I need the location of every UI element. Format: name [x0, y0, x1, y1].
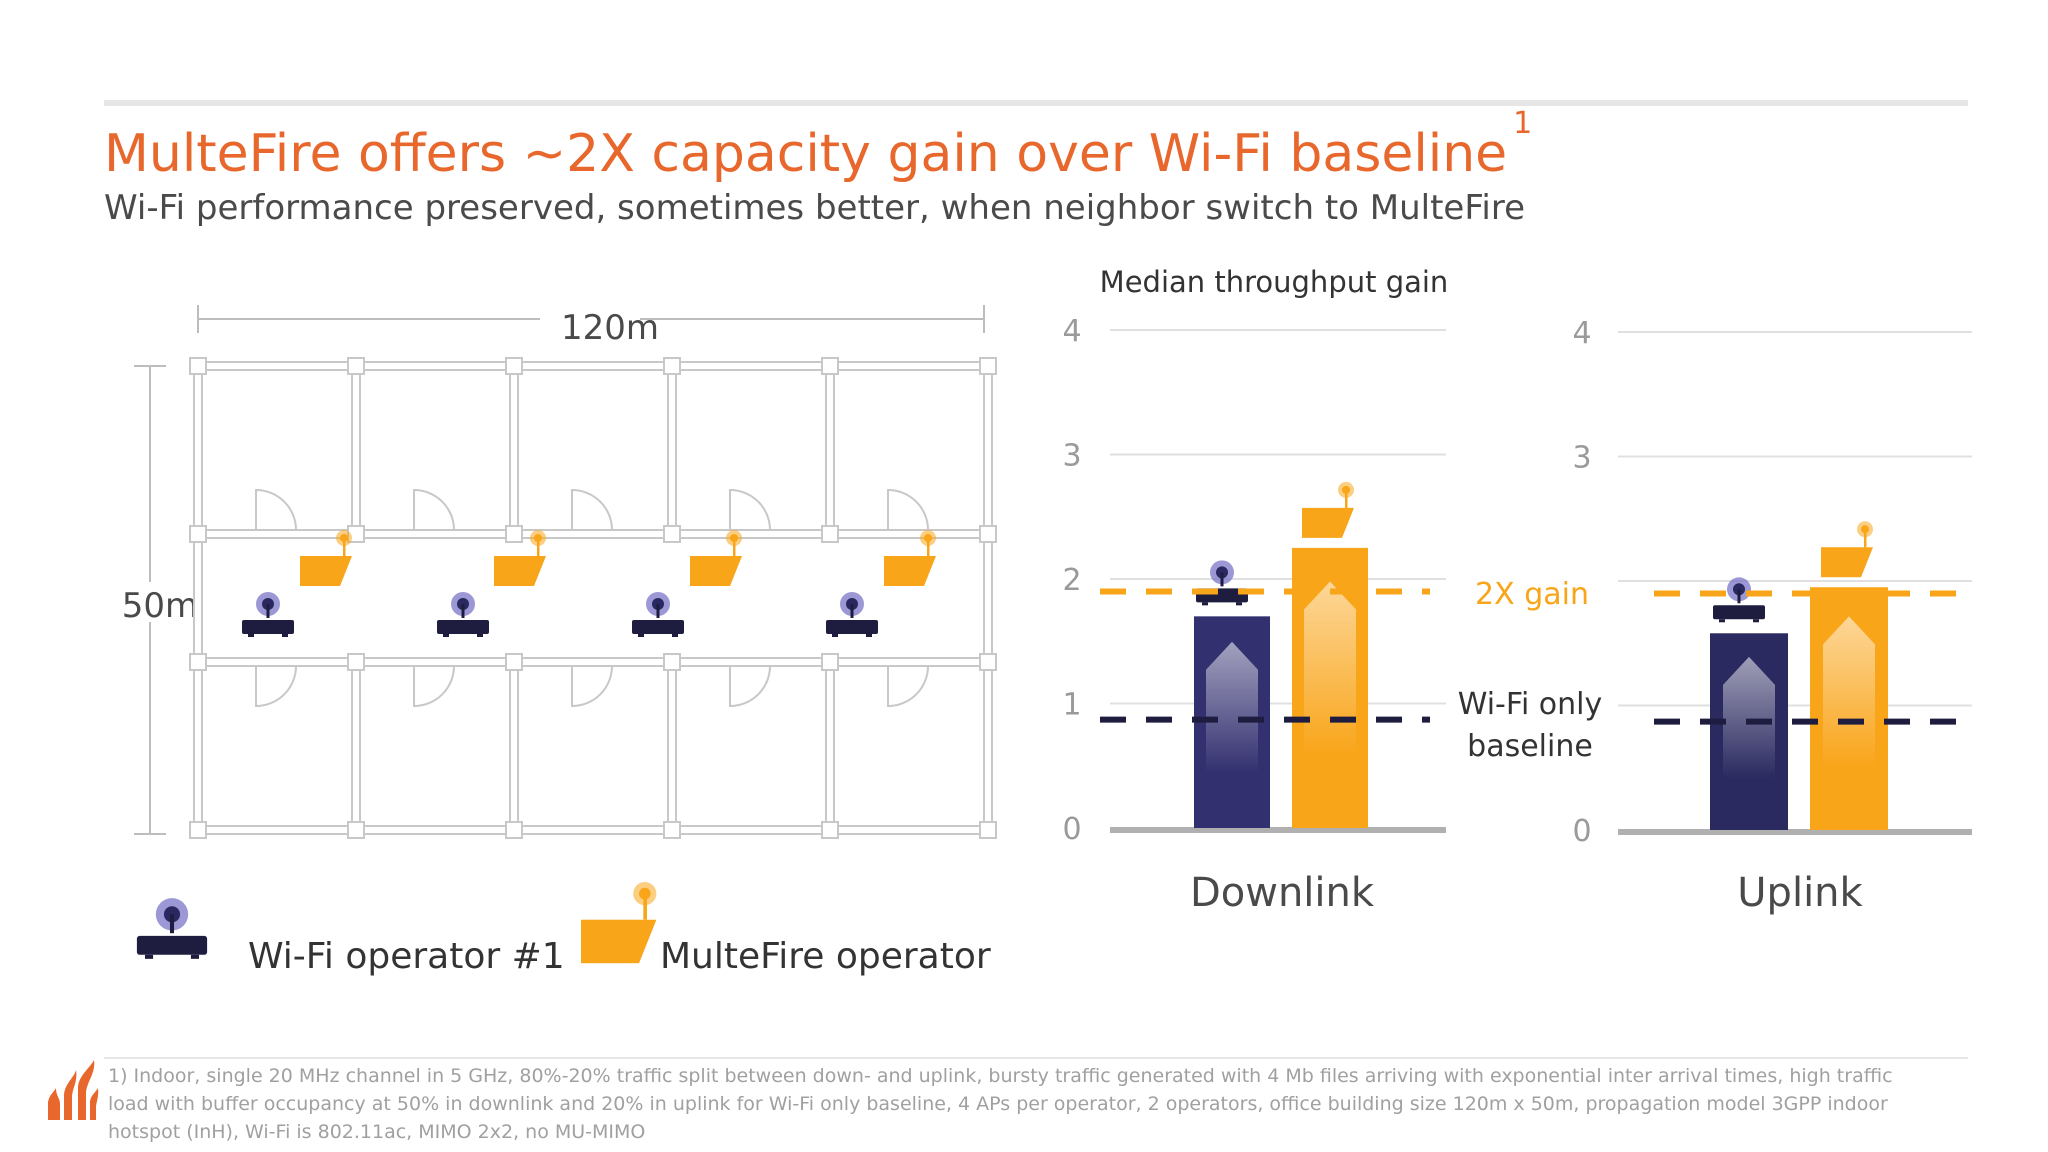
downlink-chart: 0 1 2 3 4 — [1062, 314, 1446, 847]
wifi-router-icon — [242, 592, 294, 637]
footnote: 1) Indoor, single 20 MHz channel in 5 GH… — [108, 1065, 1893, 1143]
multefire-router-icon — [1302, 481, 1354, 538]
wall-post — [821, 653, 839, 671]
wall-post — [821, 525, 839, 543]
wall-post — [821, 357, 839, 375]
door — [729, 665, 771, 708]
wall-post — [189, 653, 207, 671]
y-tick-label: 3 — [1572, 441, 1591, 476]
dimension-50m: 50m — [120, 365, 198, 835]
downlink-xlabel: Downlink — [1190, 870, 1375, 916]
door — [413, 665, 455, 708]
wifi-router-icon — [136, 898, 208, 959]
title-footnote-marker: 1 — [1513, 105, 1533, 141]
title-text: MulteFire offers ~2X capacity gain over … — [104, 124, 1508, 184]
wall-vertical — [509, 365, 519, 535]
wall-vertical — [825, 661, 835, 831]
bar-arrow — [1206, 641, 1258, 773]
wall-post — [347, 653, 365, 671]
y-tick-label: 0 — [1572, 814, 1591, 849]
slide-subtitle: Wi-Fi performance preserved, sometimes b… — [104, 188, 1526, 228]
bar-arrow — [1823, 616, 1875, 767]
wifi-router-icon — [1196, 560, 1248, 606]
height-label: 50m — [122, 586, 198, 626]
wall-post — [505, 653, 523, 671]
floorplan-access-points — [242, 530, 936, 637]
wall-post — [505, 357, 523, 375]
wall-vertical — [667, 661, 677, 831]
footnote-rule — [104, 1057, 1968, 1059]
wall-vertical — [351, 365, 361, 535]
wifi-router-icon — [437, 592, 489, 637]
floorplan-doors — [255, 488, 929, 708]
wall-post — [979, 525, 997, 543]
wall-vertical — [983, 365, 993, 831]
top-rule — [104, 100, 1968, 106]
wall-vertical — [667, 365, 677, 535]
multefire-router-icon — [581, 882, 657, 964]
wall-post — [663, 653, 681, 671]
multefire-router-icon — [1821, 521, 1873, 578]
dimension-120m: 120m — [197, 300, 985, 348]
wall-horizontal — [197, 657, 989, 667]
wall-post — [189, 821, 207, 839]
y-tick-label: 0 — [1062, 812, 1081, 847]
wall-post — [347, 357, 365, 375]
wifi-router-icon — [1713, 577, 1765, 623]
wall-post — [189, 525, 207, 543]
wifi-router-icon — [632, 592, 684, 637]
uplink-chart: 0 3 4 — [1572, 316, 1972, 849]
wall-post — [347, 821, 365, 839]
width-label: 120m — [561, 308, 659, 348]
door — [729, 488, 771, 531]
door — [255, 665, 297, 708]
wall-vertical — [193, 365, 203, 831]
door — [255, 488, 297, 531]
wall-vertical — [351, 661, 361, 831]
wall-post — [979, 357, 997, 375]
wall-horizontal — [197, 361, 989, 371]
bar-arrow — [1304, 581, 1356, 756]
uplink-xlabel: Uplink — [1737, 870, 1863, 916]
y-tick-label: 3 — [1062, 439, 1081, 474]
legend-multefire-label: MulteFire operator — [660, 936, 991, 977]
gain-label: 2X gain — [1475, 577, 1589, 612]
multefire-logo-icon — [48, 1060, 99, 1120]
wifi-router-icon — [826, 592, 878, 637]
floorplan: 120m 50m — [120, 300, 997, 839]
wall-post — [979, 653, 997, 671]
wall-post — [663, 525, 681, 543]
door — [571, 488, 613, 531]
wall-horizontal — [197, 529, 989, 539]
wall-horizontal — [197, 825, 989, 835]
slide-title: MulteFire offers ~2X capacity gain over … — [104, 106, 1532, 184]
baseline-label-line1: Wi-Fi only — [1458, 687, 1603, 722]
wall-post — [821, 821, 839, 839]
legend-wifi-label: Wi-Fi operator #1 — [248, 936, 565, 977]
wall-post — [979, 821, 997, 839]
y-tick-label: 1 — [1062, 688, 1081, 723]
baseline-label-line2: baseline — [1467, 729, 1593, 764]
door — [413, 488, 455, 531]
wall-vertical — [509, 661, 519, 831]
y-tick-label: 2 — [1062, 563, 1081, 598]
bar-arrow — [1723, 656, 1775, 779]
wall-post — [505, 821, 523, 839]
floorplan-walls — [189, 357, 997, 839]
y-tick-label: 4 — [1572, 316, 1591, 351]
door — [887, 488, 929, 531]
door — [571, 665, 613, 708]
wall-vertical — [825, 365, 835, 535]
wall-post — [663, 821, 681, 839]
wall-post — [505, 525, 523, 543]
wall-post — [663, 357, 681, 375]
legend: Wi-Fi operator #1 MulteFire operator — [136, 882, 991, 977]
door — [887, 665, 929, 708]
wall-post — [189, 357, 207, 375]
y-tick-label: 4 — [1062, 314, 1081, 349]
chart-title: Median throughput gain — [1100, 265, 1449, 299]
